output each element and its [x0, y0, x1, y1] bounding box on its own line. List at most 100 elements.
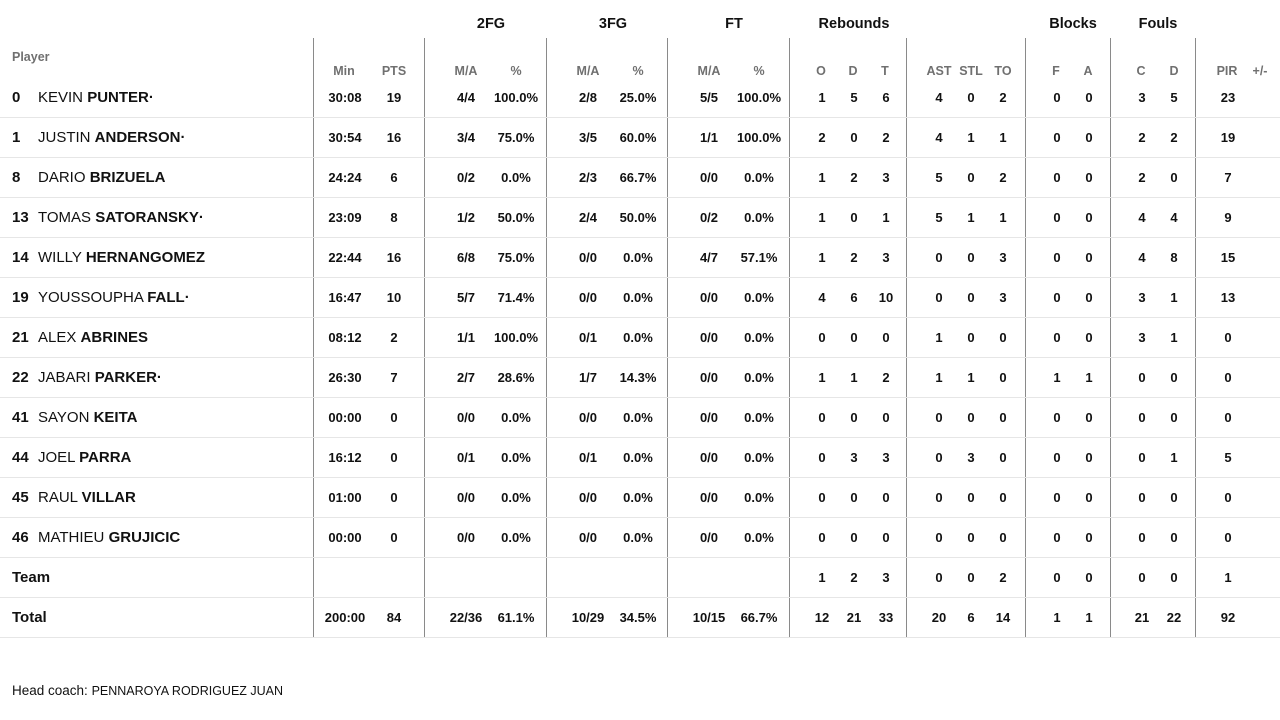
- player-3fg-pct: 14.3%: [619, 370, 657, 385]
- player-3fg-ma: 0/1: [578, 450, 598, 465]
- column-divider: [667, 38, 668, 638]
- player-ft-pct: 0.0%: [744, 370, 774, 385]
- player-foul-d: 2: [1170, 130, 1178, 145]
- player-ft-ma: 0/0: [699, 330, 719, 345]
- player-reb-o: 1: [818, 370, 826, 385]
- player-last-name: FALL·: [147, 289, 190, 306]
- column-header-to: TO: [994, 64, 1012, 78]
- player-3fg-pct: 50.0%: [619, 210, 657, 225]
- column-header-blk-a: A: [1083, 64, 1093, 78]
- player-plus-minus: [1244, 158, 1276, 198]
- player-blk-f: 0: [1053, 250, 1061, 265]
- player-3fg-ma: 0/0: [578, 290, 598, 305]
- player-min: 22:44: [328, 250, 362, 265]
- player-pts: 0: [390, 490, 398, 505]
- player-plus-minus: [1244, 238, 1276, 278]
- player-reb-t: 10: [878, 290, 894, 305]
- player-to: 0: [999, 490, 1007, 505]
- group-header-rebounds: Rebounds: [818, 16, 890, 32]
- player-stl: 0: [967, 290, 975, 305]
- player-3fg-ma: 0/0: [578, 250, 598, 265]
- player-reb-o: 4: [818, 290, 826, 305]
- player-stl: 1: [967, 130, 975, 145]
- column-header-foul-c: C: [1136, 64, 1146, 78]
- column-header-ft-pct: %: [753, 64, 765, 78]
- player-blk-a: 0: [1085, 290, 1093, 305]
- player-foul-d: 4: [1170, 210, 1178, 225]
- column-header-pts: PTS: [381, 64, 407, 78]
- player-first-name: RAUL: [38, 489, 78, 506]
- column-header-player: Player: [12, 50, 50, 64]
- player-pts: 10: [386, 290, 402, 305]
- player-2fg-ma: 2/7: [456, 370, 476, 385]
- player-stl: 1: [967, 210, 975, 225]
- total-reb-t: 33: [878, 610, 894, 625]
- group-header-2fg: 2FG: [476, 16, 506, 32]
- player-number: 45: [12, 489, 29, 506]
- total-ft-ma: 10/15: [692, 610, 726, 625]
- player-pts: 16: [386, 130, 402, 145]
- player-stl: 0: [967, 90, 975, 105]
- player-last-name: BRIZUELA: [89, 169, 166, 186]
- player-number: 13: [12, 209, 29, 226]
- player-ft-pct: 0.0%: [744, 450, 774, 465]
- player-number: 22: [12, 369, 29, 386]
- player-reb-o: 0: [818, 530, 826, 545]
- column-header-blk-f: F: [1052, 64, 1060, 78]
- player-plus-minus: [1244, 478, 1276, 518]
- player-ast: 0: [935, 530, 943, 545]
- player-reb-d: 3: [850, 450, 858, 465]
- player-name-cell: 19 YOUSSOUPHA FALL·: [12, 278, 190, 318]
- team-blk-f: 0: [1053, 570, 1061, 585]
- player-name-cell: 1 JUSTIN ANDERSON·: [12, 118, 186, 158]
- player-ft-ma: 0/0: [699, 410, 719, 425]
- player-reb-d: 0: [850, 330, 858, 345]
- player-ft-ma: 0/2: [699, 210, 719, 225]
- player-blk-f: 0: [1053, 170, 1061, 185]
- player-ft-pct: 0.0%: [744, 490, 774, 505]
- player-pts: 2: [390, 330, 398, 345]
- player-2fg-pct: 71.4%: [497, 290, 535, 305]
- player-ft-ma: 0/0: [699, 170, 719, 185]
- player-ft-pct: 0.0%: [744, 170, 774, 185]
- player-foul-c: 0: [1138, 410, 1146, 425]
- player-foul-d: 1: [1170, 290, 1178, 305]
- player-ft-pct: 0.0%: [744, 530, 774, 545]
- player-pir: 19: [1220, 130, 1236, 145]
- player-row: 44 JOEL PARRA 16:12 0 0/1 0.0% 0/1 0.0% 0/0 0.0% 0…: [0, 438, 1280, 478]
- player-number: 41: [12, 409, 29, 426]
- player-reb-t: 2: [882, 370, 890, 385]
- player-ft-ma: 0/0: [699, 290, 719, 305]
- player-3fg-pct: 0.0%: [623, 250, 653, 265]
- player-blk-f: 0: [1053, 130, 1061, 145]
- player-name-cell: 14 WILLY HERNANGOMEZ: [12, 238, 205, 278]
- player-first-name: ALEX: [38, 329, 77, 346]
- column-header-foul-d: D: [1169, 64, 1179, 78]
- player-reb-d: 6: [850, 290, 858, 305]
- player-reb-d: 0: [850, 530, 858, 545]
- player-blk-a: 0: [1085, 130, 1093, 145]
- player-name-cell: 8 DARIO BRIZUELA: [12, 158, 166, 198]
- player-row: 8 DARIO BRIZUELA 24:24 6 0/2 0.0% 2/3 66.7% 0/0 0…: [0, 158, 1280, 198]
- player-pts: 8: [390, 210, 398, 225]
- player-last-name: PARKER·: [94, 369, 162, 386]
- player-foul-c: 3: [1138, 290, 1146, 305]
- player-pir: 5: [1224, 450, 1232, 465]
- team-ast: 0: [935, 570, 943, 585]
- player-plus-minus: [1244, 198, 1276, 238]
- player-reb-o: 1: [818, 250, 826, 265]
- player-pts: 6: [390, 170, 398, 185]
- player-first-name: TOMAS: [38, 209, 92, 226]
- column-divider: [1195, 38, 1196, 638]
- player-row: 41 SAYON KEITA 00:00 0 0/0 0.0% 0/0 0.0% 0/0 0.0%…: [0, 398, 1280, 438]
- player-2fg-pct: 75.0%: [497, 250, 535, 265]
- player-reb-d: 0: [850, 130, 858, 145]
- player-foul-d: 0: [1170, 530, 1178, 545]
- player-to: 0: [999, 410, 1007, 425]
- total-to: 14: [995, 610, 1011, 625]
- column-divider: [789, 38, 790, 638]
- player-ast: 1: [935, 370, 943, 385]
- player-min: 00:00: [328, 410, 362, 425]
- player-reb-d: 5: [850, 90, 858, 105]
- player-blk-a: 0: [1085, 330, 1093, 345]
